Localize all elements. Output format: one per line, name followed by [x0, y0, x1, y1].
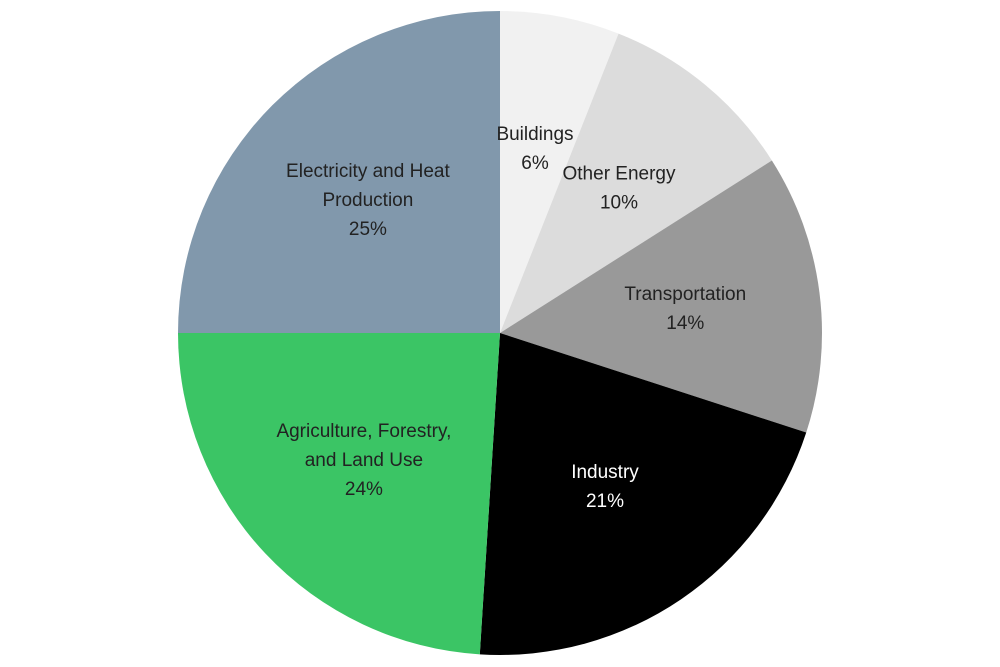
- slice-label-group-agriculture-forestry-and-land-use: Agriculture, Forestry, and Land Use 24%: [276, 421, 451, 500]
- slice-percent-label: 25%: [349, 219, 387, 240]
- slice-label: and Land Use: [305, 450, 423, 471]
- slice-label: Electricity and Heat: [286, 161, 450, 182]
- pie-slice-agriculture-forestry-and-land-use: [178, 333, 500, 655]
- pie-slice-buildings: [500, 11, 619, 333]
- slice-label-group-other-energy: Other Energy 10%: [563, 164, 676, 214]
- slice-label: Other Energy: [563, 164, 676, 185]
- slices-layer: [178, 11, 822, 655]
- slice-label: Transportation: [624, 284, 746, 305]
- slice-percent-label: 10%: [600, 193, 638, 214]
- slice-label: Industry: [571, 462, 639, 483]
- slice-label: Buildings: [496, 124, 573, 145]
- pie-slice-other-energy: [500, 33, 772, 334]
- pie-slice-industry: [479, 333, 807, 655]
- slice-label-group-buildings: Buildings 6%: [496, 124, 573, 174]
- slice-label-group-electricity-and-heat-production: Electricity and Heat Production 25%: [286, 161, 450, 240]
- slice-percent-label: 6%: [521, 153, 549, 174]
- pie-slice-transportation: [500, 160, 822, 433]
- slice-percent-label: 14%: [666, 313, 704, 334]
- slice-label-group-industry: Industry 21%: [571, 462, 639, 512]
- pie-slice-electricity-and-heat-production: [178, 11, 500, 333]
- slice-percent-label: 21%: [586, 491, 624, 512]
- slice-label: Agriculture, Forestry,: [276, 421, 451, 442]
- slice-label-group-transportation: Transportation 14%: [624, 284, 746, 334]
- labels-layer: Buildings 6% Other Energy 10% Transportation…: [276, 124, 746, 512]
- slice-percent-label: 24%: [345, 479, 383, 500]
- slice-label: Production: [322, 190, 413, 211]
